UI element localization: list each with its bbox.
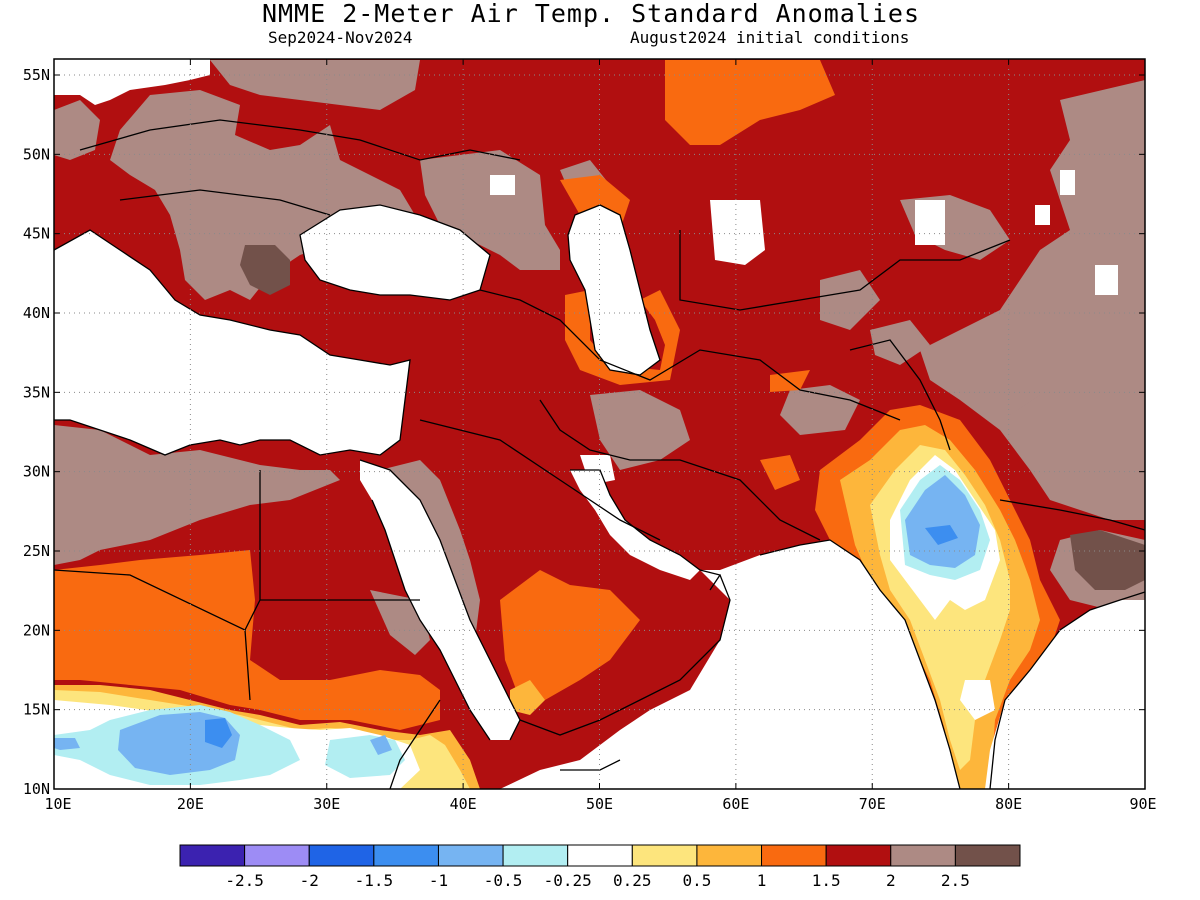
colorbar-label: 1	[757, 871, 767, 890]
colorbar-swatch	[631, 844, 698, 867]
y-tick-label: 45N	[23, 225, 50, 243]
water-bodies	[54, 205, 1145, 789]
colorbar-label: -0.5	[484, 871, 523, 890]
y-tick-label: 15N	[23, 701, 50, 719]
colorbar-swatch	[825, 844, 892, 867]
y-tick-label: 30N	[23, 463, 50, 481]
colorbar-label: 2	[886, 871, 896, 890]
colorbar-swatch	[244, 844, 310, 867]
x-tick-label: 20E	[177, 795, 204, 813]
x-tick-label: 70E	[859, 795, 886, 813]
colorbar-swatch	[954, 844, 1021, 867]
x-tick-label: 40E	[450, 795, 477, 813]
anomaly-above-2.5-regions	[240, 245, 1145, 590]
colorbar-swatch	[761, 844, 827, 867]
map-field	[54, 59, 1145, 789]
y-tick-label: 55N	[23, 66, 50, 84]
axis-ticks	[53, 59, 1146, 790]
colorbar-label: -2	[300, 871, 319, 890]
colorbar-label: 2.5	[941, 871, 970, 890]
coastlines-borders	[54, 119, 1145, 789]
colorbar-swatch	[437, 844, 504, 867]
colorbar-label: -0.25	[544, 871, 592, 890]
colorbar-label: -1.5	[355, 871, 394, 890]
y-tick-label: 35N	[23, 383, 50, 401]
colorbar	[179, 844, 1021, 867]
x-tick-label: 60E	[722, 795, 749, 813]
colorbar-label: 1.5	[812, 871, 841, 890]
colorbar-swatch	[308, 844, 375, 867]
anomaly-negative-1-1.5-regions	[205, 525, 958, 748]
map-title: NMME 2-Meter Air Temp. Standard Anomalie…	[261, 0, 921, 28]
x-tick-label: 50E	[586, 795, 613, 813]
colorbar-label: 0.25	[613, 871, 652, 890]
lat-lon-grid	[54, 59, 1145, 789]
x-tick-label: 80E	[995, 795, 1022, 813]
y-tick-label: 50N	[23, 145, 50, 163]
colorbar-labels: -2.5 -2 -1.5 -1 -0.5 -0.25 0.25 0.5 1 1.5 2 2.5	[225, 871, 969, 890]
x-tick-label: 30E	[313, 795, 340, 813]
y-tick-label: 10N	[23, 780, 50, 798]
colorbar-label: -1	[429, 871, 448, 890]
colorbar-swatch	[373, 844, 439, 867]
colorbar-swatch	[502, 844, 569, 867]
initial-conditions: August2024 initial conditions	[630, 28, 910, 47]
colorbar-swatch	[179, 844, 246, 867]
y-tick-label: 25N	[23, 542, 50, 560]
colorbar-swatch	[696, 844, 763, 867]
forecast-period: Sep2024-Nov2024	[268, 28, 413, 47]
x-tick-label: 90E	[1129, 795, 1156, 813]
colorbar-swatch	[567, 844, 633, 867]
y-tick-label: 20N	[23, 621, 50, 639]
colorbar-swatch	[890, 844, 956, 867]
latitude-labels: 55N 50N 45N 40N 35N 30N 25N 20N 15N 10N	[23, 66, 50, 798]
near-zero-patches	[54, 59, 1118, 485]
x-tick-label: 10E	[44, 795, 71, 813]
y-tick-label: 40N	[23, 304, 50, 322]
colorbar-label: 0.5	[682, 871, 711, 890]
colorbar-label: -2.5	[225, 871, 264, 890]
longitude-labels: 10E 20E 30E 40E 50E 60E 70E 80E 90E	[44, 795, 1156, 813]
